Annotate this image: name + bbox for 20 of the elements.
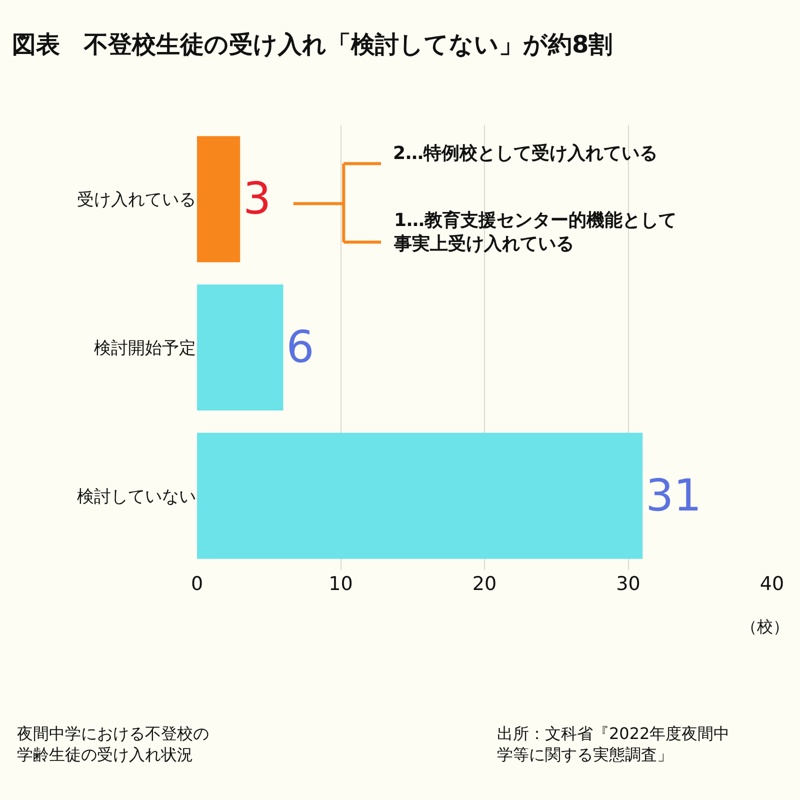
data-label: 31 <box>646 470 702 522</box>
x-tick-label: 40 <box>760 573 784 595</box>
y-tick-label: 受け入れている <box>77 190 196 210</box>
text: 夜間中学における不登校の学齢生徒の受け入れ状況 <box>17 724 209 764</box>
x-tick-label: 0 <box>190 573 204 595</box>
bar <box>197 284 284 411</box>
x-axis-title: （校） <box>741 617 789 636</box>
text: 出所：文科省『2022年度夜間中学等に関する実態調査」 <box>497 724 730 764</box>
y-tick-label: 検討していない <box>77 486 196 507</box>
annotation: 1…教育支援センター的機能として事実上受け入れている <box>393 209 677 254</box>
chart-title: 図表 不登校生徒の受け入れ「検討してない」が約8割 <box>12 30 613 58</box>
x-tick-label: 20 <box>472 573 497 595</box>
x-tick-label: 30 <box>616 573 640 595</box>
y-tick-label: 検討開始予定 <box>94 338 196 358</box>
data-label: 3 <box>243 174 272 225</box>
annotation: 2…特例校として受け入れている <box>393 143 658 164</box>
bar <box>197 432 643 559</box>
bar <box>197 136 240 262</box>
x-tick-label: 10 <box>328 573 353 595</box>
data-label: 6 <box>286 322 314 373</box>
